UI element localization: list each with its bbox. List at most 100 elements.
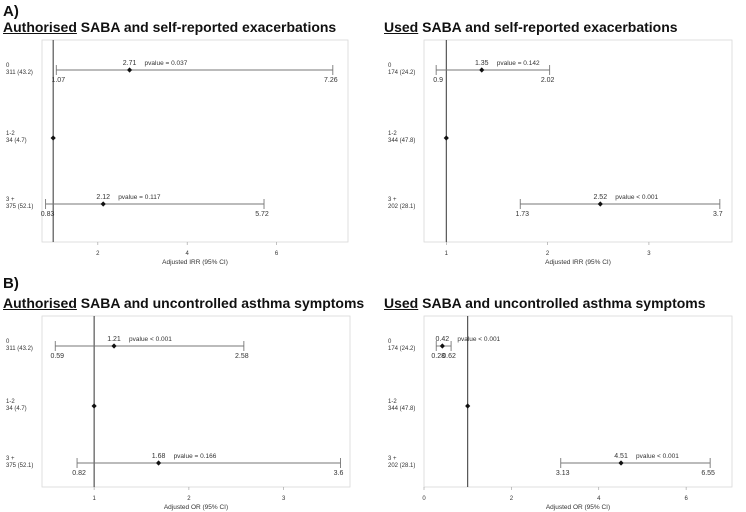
x-tick-label: 4 bbox=[597, 496, 601, 502]
plot-frame bbox=[423, 39, 733, 243]
pvalue-label: pvalue = 0.166 bbox=[174, 453, 217, 460]
estimate-label: 1.35 bbox=[475, 60, 489, 67]
pvalue-label: pvalue = 0.117 bbox=[118, 194, 161, 201]
pvalue-label: pvalue = 0.142 bbox=[497, 60, 540, 67]
x-tick-label: 4 bbox=[186, 251, 190, 257]
point-estimate-marker bbox=[126, 67, 133, 73]
row-n-label: 375 (52.1) bbox=[6, 204, 33, 210]
ci-lower-label: 1.07 bbox=[51, 77, 65, 84]
point-estimate-marker bbox=[618, 460, 624, 466]
title-rest: SABA and uncontrolled asthma symptoms bbox=[76, 295, 365, 311]
estimate-label: 2.71 bbox=[123, 60, 137, 67]
estimate-label: 1.68 bbox=[152, 453, 166, 460]
ci-upper-label: 5.72 bbox=[255, 211, 269, 218]
row-n-label: 34 (4.7) bbox=[6, 406, 27, 412]
x-tick-label: 6 bbox=[684, 496, 688, 502]
point-estimate-marker bbox=[100, 201, 106, 207]
point-estimate-marker bbox=[465, 403, 471, 409]
x-tick-label: 2 bbox=[187, 496, 191, 502]
row-n-label: 202 (28.1) bbox=[388, 463, 415, 469]
row-n-label: 375 (52.1) bbox=[6, 463, 33, 469]
row-category-label: 1-2 bbox=[388, 399, 397, 405]
x-tick-label: 0 bbox=[422, 496, 426, 502]
x-axis-label: Adjusted OR (95% CI) bbox=[546, 504, 610, 511]
point-estimate-marker bbox=[155, 460, 162, 466]
row-category-label: 3 + bbox=[388, 197, 397, 203]
row-n-label: 344 (47.8) bbox=[388, 138, 415, 144]
x-tick-label: 1 bbox=[445, 251, 449, 257]
ci-lower-label: 0.59 bbox=[50, 353, 64, 360]
x-tick-label: 2 bbox=[510, 496, 514, 502]
plot-frame bbox=[41, 315, 351, 488]
title-emphasis: Authorised bbox=[3, 19, 77, 35]
ci-lower-label: 1.73 bbox=[515, 211, 529, 218]
point-estimate-marker bbox=[91, 403, 97, 409]
ci-upper-label: 3.7 bbox=[713, 211, 723, 218]
row-category-label: 0 bbox=[6, 63, 10, 69]
point-estimate-marker bbox=[597, 201, 603, 207]
title-emphasis: Used bbox=[384, 295, 419, 311]
estimate-label: 0.42 bbox=[436, 336, 450, 343]
row-category-label: 1-2 bbox=[388, 131, 397, 137]
x-axis-label: Adjusted OR (95% CI) bbox=[164, 504, 228, 511]
row-category-label: 0 bbox=[388, 339, 392, 345]
ci-upper-label: 2.02 bbox=[541, 77, 555, 84]
ci-upper-label: 3.6 bbox=[334, 470, 344, 477]
plot-frame bbox=[41, 39, 349, 243]
section-b-label: B) bbox=[3, 275, 19, 292]
point-estimate-marker bbox=[111, 343, 117, 349]
pvalue-label: pvalue < 0.001 bbox=[129, 336, 172, 343]
ci-lower-label: 3.13 bbox=[556, 470, 570, 477]
ci-upper-label: 2.58 bbox=[235, 353, 249, 360]
row-n-label: 344 (47.8) bbox=[388, 406, 415, 412]
row-category-label: 3 + bbox=[6, 456, 15, 462]
estimate-label: 1.21 bbox=[107, 336, 121, 343]
x-tick-label: 1 bbox=[92, 496, 96, 502]
ci-lower-label: 0.83 bbox=[41, 211, 55, 218]
panel-title-used-symptoms: Used SABA and uncontrolled asthma sympto… bbox=[384, 295, 706, 311]
ci-lower-label: 0.9 bbox=[433, 77, 443, 84]
row-category-label: 3 + bbox=[388, 456, 397, 462]
pvalue-label: pvalue = 0.037 bbox=[145, 60, 188, 67]
row-category-label: 0 bbox=[6, 339, 10, 345]
point-estimate-marker bbox=[479, 67, 485, 73]
pvalue-label: pvalue < 0.001 bbox=[636, 453, 679, 460]
estimate-label: 4.51 bbox=[614, 453, 628, 460]
title-rest: SABA and self-reported exacerbations bbox=[76, 19, 337, 35]
panel-title-used-exacerbations: Used SABA and self-reported exacerbation… bbox=[384, 19, 678, 35]
ci-lower-label: 0.28 bbox=[431, 353, 445, 360]
title-emphasis: Used bbox=[384, 19, 419, 35]
row-n-label: 311 (43.2) bbox=[6, 346, 33, 352]
panel-title-authorised-symptoms: Authorised SABA and uncontrolled asthma … bbox=[3, 295, 364, 311]
row-category-label: 3 + bbox=[6, 197, 15, 203]
x-tick-label: 2 bbox=[96, 251, 100, 257]
x-axis-label: Adjusted IRR (95% CI) bbox=[162, 259, 228, 266]
estimate-label: 2.52 bbox=[593, 194, 607, 201]
point-estimate-marker bbox=[443, 135, 449, 141]
x-tick-label: 6 bbox=[275, 251, 279, 257]
plot-frame bbox=[423, 315, 733, 488]
row-n-label: 311 (43.2) bbox=[6, 70, 33, 76]
row-n-label: 174 (24.2) bbox=[388, 346, 415, 352]
ci-upper-label: 0.62 bbox=[442, 353, 456, 360]
x-tick-label: 3 bbox=[282, 496, 286, 502]
panel-title-authorised-exacerbations: Authorised SABA and self-reported exacer… bbox=[3, 19, 336, 35]
row-n-label: 202 (28.1) bbox=[388, 204, 415, 210]
row-category-label: 0 bbox=[388, 63, 392, 69]
pvalue-label: pvalue < 0.001 bbox=[457, 336, 500, 343]
row-category-label: 1-2 bbox=[6, 131, 15, 137]
row-n-label: 34 (4.7) bbox=[6, 138, 27, 144]
pvalue-label: pvalue < 0.001 bbox=[615, 194, 658, 201]
x-tick-label: 2 bbox=[546, 251, 550, 257]
point-estimate-marker bbox=[439, 343, 445, 349]
ci-upper-label: 6.55 bbox=[701, 470, 715, 477]
title-rest: SABA and uncontrolled asthma symptoms bbox=[418, 295, 706, 311]
row-category-label: 1-2 bbox=[6, 399, 15, 405]
title-emphasis: Authorised bbox=[3, 295, 77, 311]
ci-upper-label: 7.26 bbox=[324, 77, 338, 84]
row-n-label: 174 (24.2) bbox=[388, 70, 415, 76]
